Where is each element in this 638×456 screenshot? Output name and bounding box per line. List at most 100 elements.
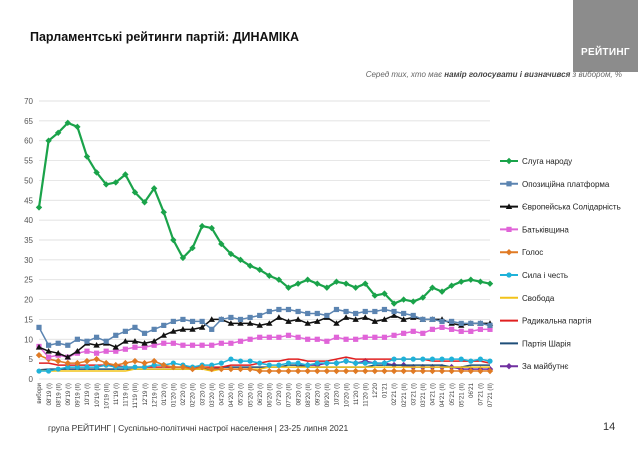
legend-marker [506,226,512,232]
x-tick-label: 06'20 (II) [266,383,273,407]
subtitle-bold: намір голосувати і визначився [444,70,571,79]
data-point [266,320,273,326]
data-point [228,340,234,346]
data-point [333,306,340,313]
data-point [467,367,475,375]
data-point [305,336,311,342]
data-point [285,332,292,338]
data-point [64,119,71,127]
series-line [38,366,490,372]
data-point [276,362,282,368]
data-point [333,278,340,285]
data-point [486,367,494,375]
data-point [227,320,235,326]
y-tick-label: 25 [24,276,33,285]
x-tick-label: 05'20 (I) [238,383,245,406]
data-point [323,284,331,291]
data-point [333,320,340,326]
data-point [35,204,43,211]
x-tick-label: 11'19 (III) [132,383,139,408]
x-tick-label: 02'20 (I) [180,383,187,406]
x-tick-label: 11'20 (II) [362,383,369,407]
data-point [439,356,445,362]
data-point [237,338,244,344]
data-point [131,189,139,196]
legend-marker [506,272,512,278]
x-tick-label: 12'19 (I) [142,383,149,406]
x-tick-label: 10'19 (I) [84,383,91,406]
legend-label: За майбутнє [522,362,569,371]
data-point [179,254,187,262]
data-point [477,367,484,375]
legend-item: Голос [500,248,543,257]
legend-label: Голос [522,248,543,257]
legend-item: Опозиційна платформа [500,180,610,189]
data-point [93,342,100,348]
data-point [227,365,235,373]
data-point [36,368,42,374]
data-point [314,360,320,366]
data-point [305,362,311,368]
data-point [266,272,273,279]
data-point [237,365,244,373]
data-point [324,312,330,319]
data-point [420,356,426,362]
x-axis: вибори 08'19 (I) 08'19 (II) 09'19 (I) 09'19 … [36,382,494,409]
data-point [467,276,475,283]
legend-item: Європейська Солідарність [500,203,621,212]
x-tick-label: 04'21 (II) [439,383,446,407]
data-point [324,338,330,344]
footer-text: група РЕЙТИНГ | Суспільно-політичні наст… [48,423,349,433]
data-point [141,364,148,370]
y-tick-label: 5 [29,355,34,364]
data-point [113,332,119,338]
data-point [410,328,416,334]
chart-subtitle: Серед тих, хто має намір голосувати і ви… [366,70,622,79]
data-point [218,240,225,248]
data-point [170,318,176,325]
data-point [314,367,321,375]
y-tick-label: 0 [29,375,34,384]
data-point [256,322,263,328]
data-point [112,361,119,369]
data-point [343,358,349,364]
x-tick-label: 07'21 (II) [487,383,494,407]
y-tick-label: 65 [24,117,33,126]
x-tick-label: 06'21 [468,382,475,398]
data-point [160,361,167,369]
data-point [391,356,397,362]
data-point [160,209,167,216]
y-tick-label: 45 [24,196,33,205]
data-point [381,367,388,375]
legend-marker [505,363,513,370]
data-point [151,326,157,332]
data-point [314,336,320,342]
data-point [93,334,100,340]
data-point [257,312,263,319]
y-tick-label: 15 [24,315,33,324]
legend-label: Опозиційна платформа [522,180,610,189]
data-point [218,316,224,323]
data-point [198,324,206,330]
y-tick-label: 70 [24,97,33,106]
legend-label: Європейська Солідарність [522,203,621,212]
data-point [180,316,186,323]
data-point [131,357,139,365]
data-point [477,356,484,362]
data-point [189,318,196,325]
data-point [35,351,43,359]
data-point [372,334,378,340]
series-group [35,119,494,307]
data-point [170,328,177,334]
data-point [429,316,436,323]
data-point [410,356,416,362]
data-point [237,320,244,326]
data-point [439,324,445,330]
data-point [189,326,196,332]
series-line [37,121,491,305]
legend-item: Партія Шарія [500,339,571,348]
data-point [304,367,311,375]
x-tick-label: 07'20 (II) [286,383,293,407]
data-point [228,314,234,321]
data-point [458,320,464,326]
